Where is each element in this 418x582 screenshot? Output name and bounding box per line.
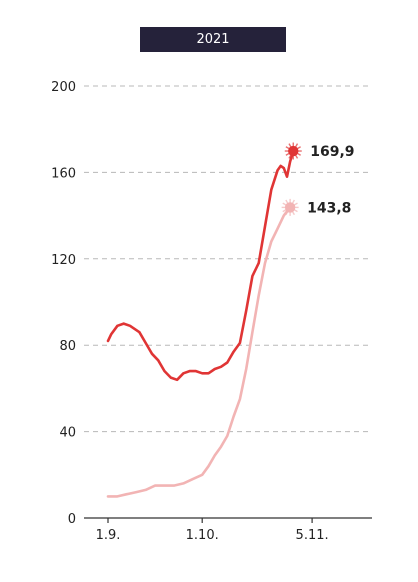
x-axis: 1.9. 1.10. 5.11.	[84, 517, 372, 543]
x-tick-label: 1.10.	[186, 528, 219, 543]
x-tick-label: 5.11.	[296, 528, 329, 543]
y-tick-label: 0	[68, 512, 76, 527]
y-tick-label: 80	[59, 339, 76, 354]
series-lines	[106, 149, 295, 498]
end-value-label: 143,8	[307, 200, 351, 216]
end-marker-dot	[288, 145, 299, 157]
y-tick-label: 160	[51, 166, 76, 181]
y-tick-label: 40	[59, 426, 76, 441]
series-line	[106, 149, 295, 382]
y-tick-label: 200	[51, 80, 76, 95]
end-markers: 143,8 169,9	[281, 142, 355, 216]
y-axis-ticks: 0 40 80 120 160 200	[51, 80, 76, 527]
x-tick-label: 1.9.	[96, 528, 121, 543]
y-tick-label: 120	[51, 253, 76, 268]
end-marker-dot	[284, 202, 296, 213]
grid-lines	[84, 85, 372, 433]
series-line	[106, 206, 292, 498]
end-value-label: 169,9	[310, 144, 354, 160]
year-tab[interactable]: 2021	[140, 27, 286, 52]
